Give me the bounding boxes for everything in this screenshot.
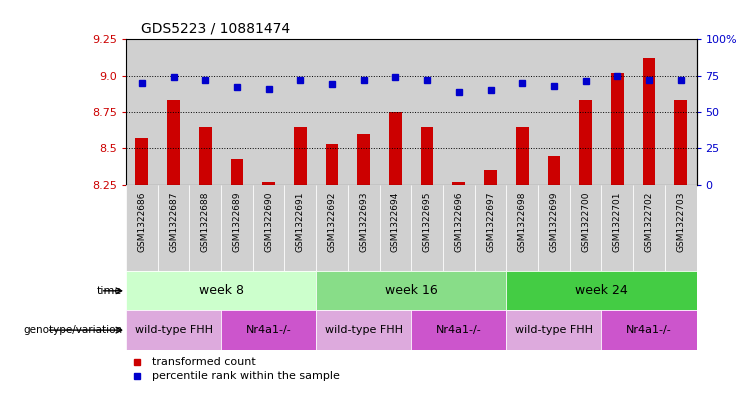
Bar: [158, 39, 190, 185]
Text: week 8: week 8: [199, 284, 244, 298]
Bar: [411, 39, 443, 185]
Text: GSM1322703: GSM1322703: [677, 192, 685, 252]
Text: week 16: week 16: [385, 284, 438, 298]
Bar: [199, 127, 212, 185]
Text: GSM1322688: GSM1322688: [201, 192, 210, 252]
Bar: [411, 185, 443, 271]
Text: GSM1322687: GSM1322687: [169, 192, 178, 252]
Text: GSM1322694: GSM1322694: [391, 192, 400, 252]
Bar: [221, 185, 253, 271]
Bar: [506, 271, 697, 310]
Bar: [443, 185, 475, 271]
Text: wild-type FHH: wild-type FHH: [135, 325, 213, 335]
Bar: [348, 185, 379, 271]
Bar: [294, 127, 307, 185]
Bar: [506, 310, 602, 350]
Text: GSM1322700: GSM1322700: [581, 192, 590, 252]
Bar: [379, 39, 411, 185]
Bar: [126, 271, 316, 310]
Bar: [253, 39, 285, 185]
Bar: [316, 185, 348, 271]
Bar: [570, 39, 602, 185]
Text: GSM1322701: GSM1322701: [613, 192, 622, 252]
Bar: [453, 182, 465, 185]
Bar: [126, 310, 221, 350]
Bar: [253, 185, 285, 271]
Text: Nr4a1-/-: Nr4a1-/-: [436, 325, 482, 335]
Bar: [633, 185, 665, 271]
Bar: [230, 158, 243, 185]
Bar: [411, 310, 506, 350]
Bar: [221, 39, 253, 185]
Text: transformed count: transformed count: [152, 357, 256, 367]
Bar: [538, 185, 570, 271]
Bar: [316, 39, 348, 185]
Text: GSM1322698: GSM1322698: [518, 192, 527, 252]
Text: Nr4a1-/-: Nr4a1-/-: [626, 325, 672, 335]
Text: GSM1322696: GSM1322696: [454, 192, 463, 252]
Bar: [548, 156, 560, 185]
Text: Nr4a1-/-: Nr4a1-/-: [246, 325, 291, 335]
Bar: [190, 39, 221, 185]
Text: genotype/variation: genotype/variation: [23, 325, 122, 335]
Text: GSM1322692: GSM1322692: [328, 192, 336, 252]
Bar: [579, 100, 592, 185]
Bar: [389, 112, 402, 185]
Text: wild-type FHH: wild-type FHH: [515, 325, 593, 335]
Bar: [538, 39, 570, 185]
Bar: [665, 39, 697, 185]
Bar: [326, 144, 339, 185]
Bar: [126, 185, 158, 271]
Bar: [602, 39, 633, 185]
Bar: [570, 185, 602, 271]
Bar: [190, 185, 221, 271]
Bar: [158, 185, 190, 271]
Bar: [506, 39, 538, 185]
Bar: [665, 185, 697, 271]
Bar: [602, 185, 633, 271]
Text: GSM1322686: GSM1322686: [137, 192, 146, 252]
Text: percentile rank within the sample: percentile rank within the sample: [152, 371, 339, 381]
Bar: [316, 310, 411, 350]
Text: GSM1322697: GSM1322697: [486, 192, 495, 252]
Bar: [379, 185, 411, 271]
Text: time: time: [97, 286, 122, 296]
Bar: [516, 127, 528, 185]
Bar: [674, 100, 687, 185]
Text: wild-type FHH: wild-type FHH: [325, 325, 402, 335]
Bar: [421, 127, 433, 185]
Bar: [348, 39, 379, 185]
Bar: [633, 39, 665, 185]
Bar: [136, 138, 148, 185]
Bar: [484, 170, 497, 185]
Text: GSM1322690: GSM1322690: [264, 192, 273, 252]
Bar: [475, 39, 506, 185]
Bar: [357, 134, 370, 185]
Text: GDS5223 / 10881474: GDS5223 / 10881474: [141, 21, 290, 35]
Text: week 24: week 24: [575, 284, 628, 298]
Bar: [221, 310, 316, 350]
Bar: [475, 185, 506, 271]
Text: GSM1322699: GSM1322699: [549, 192, 559, 252]
Text: GSM1322702: GSM1322702: [645, 192, 654, 252]
Bar: [167, 100, 180, 185]
Bar: [285, 39, 316, 185]
Bar: [262, 182, 275, 185]
Bar: [443, 39, 475, 185]
Bar: [506, 185, 538, 271]
Bar: [285, 185, 316, 271]
Text: GSM1322691: GSM1322691: [296, 192, 305, 252]
Text: GSM1322689: GSM1322689: [233, 192, 242, 252]
Text: GSM1322695: GSM1322695: [422, 192, 431, 252]
Bar: [642, 58, 655, 185]
Bar: [316, 271, 506, 310]
Bar: [611, 73, 624, 185]
Bar: [602, 310, 697, 350]
Bar: [126, 39, 158, 185]
Text: GSM1322693: GSM1322693: [359, 192, 368, 252]
